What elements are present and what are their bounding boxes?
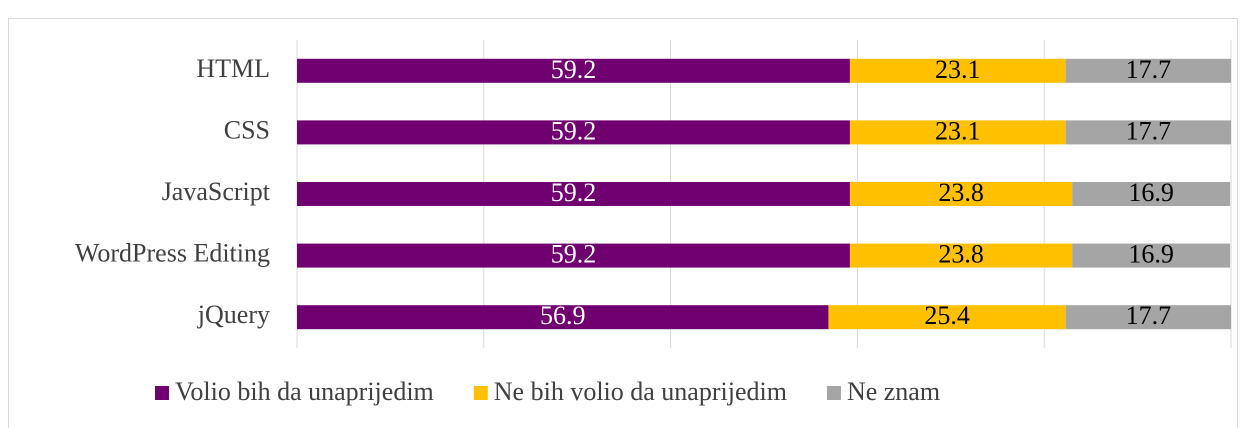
data-label: 59.2 — [551, 55, 597, 84]
bar-segment — [297, 305, 829, 330]
bar-segment — [297, 182, 850, 206]
y-tick-label: HTML — [196, 54, 270, 83]
bar-segment — [828, 305, 1066, 330]
chart-frame — [8, 18, 1238, 428]
data-label: 23.8 — [938, 240, 984, 269]
legend-swatch — [155, 386, 169, 400]
bar-segment — [1065, 58, 1231, 83]
bar-segment — [297, 120, 850, 145]
data-label: 17.7 — [1126, 301, 1172, 330]
data-label: 17.7 — [1126, 116, 1172, 145]
data-label: 25.4 — [924, 301, 970, 330]
legend-label: Volio bih da unaprijedim — [175, 377, 434, 406]
bar-segment — [849, 182, 1073, 206]
legend-label: Ne bih volio da unaprijedim — [494, 377, 787, 406]
data-label: 59.2 — [551, 116, 597, 145]
data-label: 23.1 — [935, 55, 981, 84]
bar-segment — [1065, 305, 1231, 330]
legend-label: Ne znam — [847, 377, 940, 406]
y-tick-label: WordPress Editing — [75, 239, 270, 268]
data-label: 23.8 — [938, 178, 984, 207]
bar-segment — [1072, 182, 1231, 206]
bar-segment — [1072, 243, 1231, 268]
data-label: 17.7 — [1126, 55, 1172, 84]
data-label: 59.2 — [551, 178, 597, 207]
data-label: 56.9 — [540, 301, 586, 330]
data-label: 23.1 — [935, 116, 981, 145]
bar-segment — [1065, 120, 1231, 145]
legend-swatch — [826, 386, 841, 400]
data-label: 59.2 — [551, 240, 597, 269]
y-tick-label: jQuery — [197, 300, 270, 329]
legend-swatch — [473, 386, 488, 400]
bar-segment — [297, 243, 850, 268]
data-label: 16.9 — [1128, 240, 1174, 269]
y-tick-label: JavaScript — [162, 177, 271, 206]
data-label: 16.9 — [1128, 178, 1174, 207]
bar-segment — [849, 58, 1066, 83]
bar-segment — [849, 243, 1073, 268]
bar-segment — [849, 120, 1066, 145]
y-tick-label: CSS — [224, 115, 270, 144]
bar-segment — [297, 58, 850, 83]
